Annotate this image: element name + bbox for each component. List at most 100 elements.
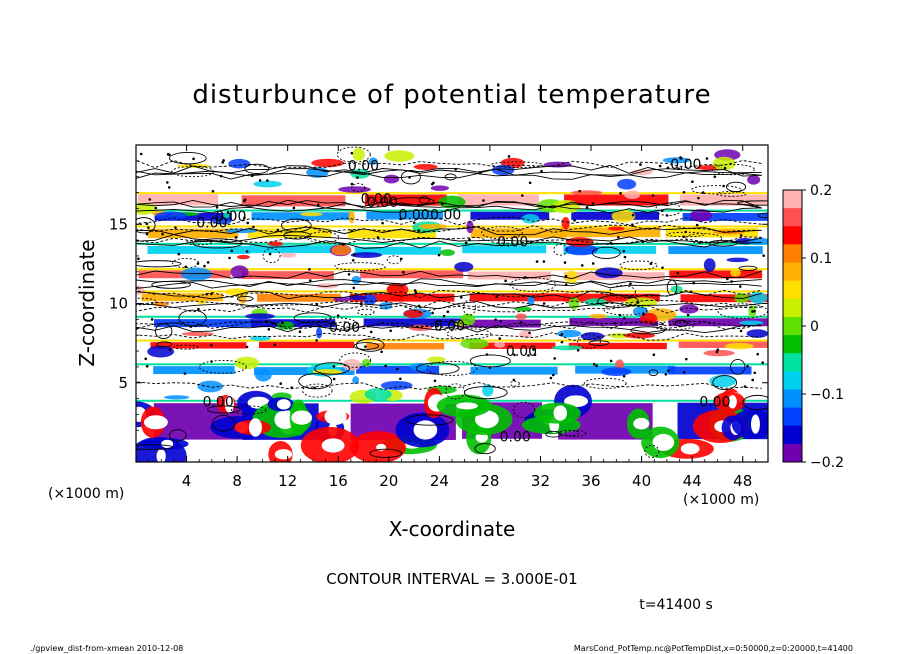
- contour-ring: [463, 386, 508, 400]
- heat-band-edge: [136, 268, 768, 271]
- heat-band-segment: [154, 212, 232, 221]
- contour-ring: [619, 260, 658, 271]
- contour-ring: [306, 231, 340, 244]
- footer-right: MarsCond_PotTemp.nc@PotTempDist,x=0:5000…: [574, 644, 853, 653]
- heat-blob-core: [751, 414, 760, 434]
- contour-dot: [551, 373, 555, 377]
- heat-blob: [418, 223, 448, 230]
- contour-dot: [631, 213, 635, 217]
- contour-dot: [315, 339, 318, 342]
- heat-blob: [224, 288, 249, 296]
- contour-dot: [399, 377, 402, 381]
- contour-ring: [339, 352, 372, 368]
- contour-interval-label: CONTOUR INTERVAL = 3.000E-01: [326, 570, 577, 588]
- contour-dot: [532, 348, 535, 351]
- heat-blob-core: [156, 448, 166, 462]
- contour-label: 0.00: [203, 395, 234, 411]
- heat-band-segment: [682, 212, 768, 221]
- contour-dot: [412, 221, 416, 224]
- contour-dot: [705, 157, 709, 160]
- contour-dot: [622, 374, 626, 378]
- contour-ring: [444, 173, 457, 181]
- contour-dot: [197, 307, 200, 311]
- heat-blob: [561, 217, 570, 230]
- contour-label: 0.00: [497, 234, 528, 250]
- contour-dot: [347, 273, 351, 276]
- contour-label: 0.00: [329, 320, 360, 336]
- heat-blob: [333, 296, 351, 302]
- heat-blob-core: [413, 420, 438, 440]
- contour-dot: [332, 365, 336, 368]
- heat-band-segment: [147, 246, 251, 254]
- contour-dot: [350, 182, 354, 186]
- contour-dot: [619, 191, 622, 195]
- contour-dot: [308, 268, 311, 271]
- y-tick-label: 15: [109, 215, 128, 233]
- heat-band-segment: [366, 211, 444, 220]
- contour-ring: [302, 383, 333, 398]
- colorbar-swatch: [783, 425, 802, 445]
- heat-band-segment: [249, 245, 347, 254]
- contour-dot: [258, 179, 262, 182]
- contour-dot: [499, 319, 503, 323]
- heat-blob: [460, 338, 489, 350]
- contour-label: 0.00: [506, 344, 537, 360]
- heat-band-segment: [457, 319, 541, 328]
- contour-dot: [684, 230, 688, 234]
- contour-dot: [266, 179, 269, 182]
- heat-blob: [351, 275, 362, 284]
- contour-ring: [588, 340, 610, 346]
- contour-dot: [315, 302, 319, 306]
- heat-band-edge: [136, 339, 768, 342]
- contour-line: [136, 240, 762, 249]
- heat-blob: [494, 341, 506, 348]
- heat-band-segment: [241, 271, 334, 280]
- contour-dot: [512, 378, 516, 382]
- contour-ring: [207, 405, 241, 414]
- heat-blob: [384, 150, 415, 162]
- heat-band-segment: [559, 227, 661, 238]
- heat-blob-core: [564, 395, 589, 408]
- contour-dot: [623, 255, 627, 259]
- contour-dot: [196, 262, 200, 265]
- contour-dot: [210, 292, 213, 296]
- contour-dot: [369, 330, 373, 334]
- contour-dot: [356, 176, 359, 179]
- contour-dot: [578, 189, 581, 193]
- contour-dot: [691, 180, 694, 184]
- contour-ring: [491, 161, 543, 168]
- contour-ring: [185, 239, 212, 246]
- contour-dot: [168, 348, 172, 352]
- contour-dot: [580, 264, 584, 267]
- contour-ring: [418, 196, 430, 204]
- contour-dot: [495, 295, 498, 299]
- contour-dot: [380, 350, 383, 354]
- contour-dot: [591, 202, 595, 205]
- heat-blob: [482, 384, 494, 397]
- contour-ring: [173, 344, 199, 350]
- contour-label: 0.00: [430, 207, 461, 223]
- time-label: t=41400 s: [639, 597, 713, 613]
- contour-dot: [519, 321, 523, 324]
- contour-line: [136, 205, 762, 214]
- contour-ring: [691, 185, 742, 195]
- contour-line: [136, 236, 762, 245]
- heat-blob: [316, 327, 323, 339]
- heat-blob: [245, 313, 276, 320]
- contour-dot: [609, 241, 613, 245]
- heat-blob: [564, 270, 579, 284]
- heat-blob: [748, 291, 768, 304]
- contour-ring: [314, 362, 350, 375]
- contour-dot: [542, 260, 546, 263]
- contour-ring: [136, 217, 156, 234]
- x-tick-label: 44: [683, 472, 702, 490]
- contour-dot: [279, 382, 283, 385]
- heat-blob: [427, 356, 446, 363]
- heat-blob: [430, 185, 450, 191]
- heat-blob: [380, 380, 413, 391]
- contour-dot: [676, 271, 680, 275]
- contour-dot: [636, 301, 640, 304]
- contour-dot: [267, 328, 271, 331]
- contour-dot: [268, 252, 272, 256]
- contour-dot: [730, 280, 733, 283]
